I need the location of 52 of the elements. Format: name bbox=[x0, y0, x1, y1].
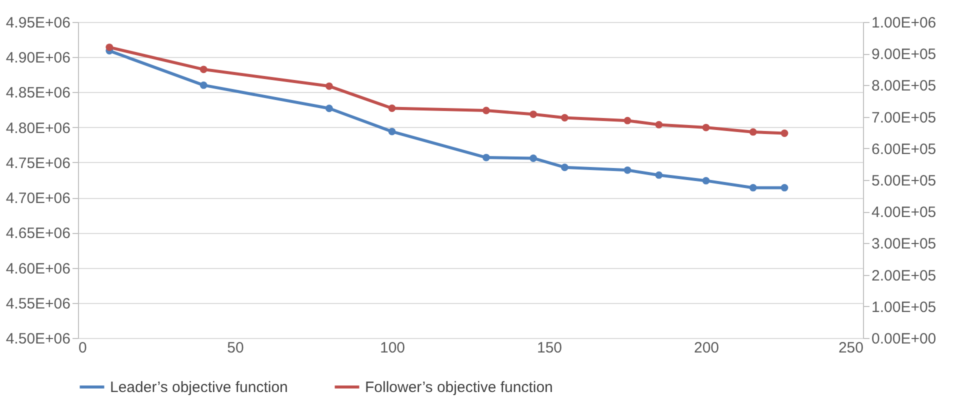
point bbox=[106, 44, 114, 51]
point bbox=[780, 184, 788, 192]
point bbox=[655, 171, 663, 179]
point bbox=[325, 82, 333, 90]
point bbox=[749, 184, 757, 192]
legend-label: Leader’s objective function bbox=[110, 379, 288, 396]
y-tick-label: 4.60E+06 bbox=[6, 260, 70, 278]
y-tick-label: 4.70E+06 bbox=[6, 190, 70, 208]
x-tick-label: 200 bbox=[694, 340, 720, 356]
x-tick-label: 50 bbox=[227, 340, 244, 356]
point bbox=[655, 121, 663, 128]
point bbox=[482, 106, 490, 114]
point bbox=[530, 154, 538, 162]
point bbox=[325, 104, 333, 112]
y2-tick-label: 1.00E+05 bbox=[872, 298, 936, 316]
y2-tick-label: 7.00E+05 bbox=[872, 109, 936, 126]
point bbox=[702, 177, 710, 184]
y-tick-label: 4.90E+06 bbox=[6, 50, 70, 67]
point bbox=[780, 130, 788, 137]
y2-tick-label: 5.00E+05 bbox=[872, 172, 936, 190]
point bbox=[388, 104, 396, 112]
y2-tick-label: 2.00E+05 bbox=[872, 267, 936, 284]
y-tick-label: 4.75E+06 bbox=[6, 154, 70, 172]
x-tick-label: 150 bbox=[536, 340, 562, 356]
y-tick-label: 4.95E+06 bbox=[6, 14, 70, 32]
y-tick-label: 4.55E+06 bbox=[6, 295, 70, 312]
y-tick-label: 4.80E+06 bbox=[6, 120, 70, 137]
y2-tick-label: 3.00E+05 bbox=[872, 236, 936, 253]
x-tick-label: 250 bbox=[838, 340, 864, 356]
point bbox=[200, 82, 208, 89]
y2-tick-label: 9.00E+05 bbox=[872, 46, 936, 64]
y2-tick-label: 1.00E+06 bbox=[872, 14, 936, 32]
point bbox=[749, 128, 757, 136]
point bbox=[482, 154, 490, 162]
point bbox=[200, 66, 208, 74]
y2-tick-label: 0.00E+00 bbox=[872, 330, 936, 348]
y2-tick-label: 8.00E+05 bbox=[872, 78, 936, 95]
point bbox=[560, 114, 568, 122]
y-tick-label: 4.50E+06 bbox=[6, 330, 70, 348]
point bbox=[702, 124, 710, 132]
point bbox=[530, 110, 538, 118]
legend-label: Follower’s objective function bbox=[365, 379, 553, 396]
point bbox=[560, 164, 568, 172]
x-tick-label: 0 bbox=[78, 340, 87, 356]
y-tick-label: 4.85E+06 bbox=[6, 84, 70, 102]
point bbox=[624, 166, 632, 174]
x-tick-label: 100 bbox=[380, 340, 406, 356]
point bbox=[624, 116, 632, 124]
point bbox=[388, 128, 396, 136]
y2-tick-label: 6.00E+05 bbox=[872, 140, 936, 158]
y2-tick-label: 4.00E+05 bbox=[872, 204, 936, 222]
y-tick-label: 4.65E+06 bbox=[6, 225, 70, 242]
